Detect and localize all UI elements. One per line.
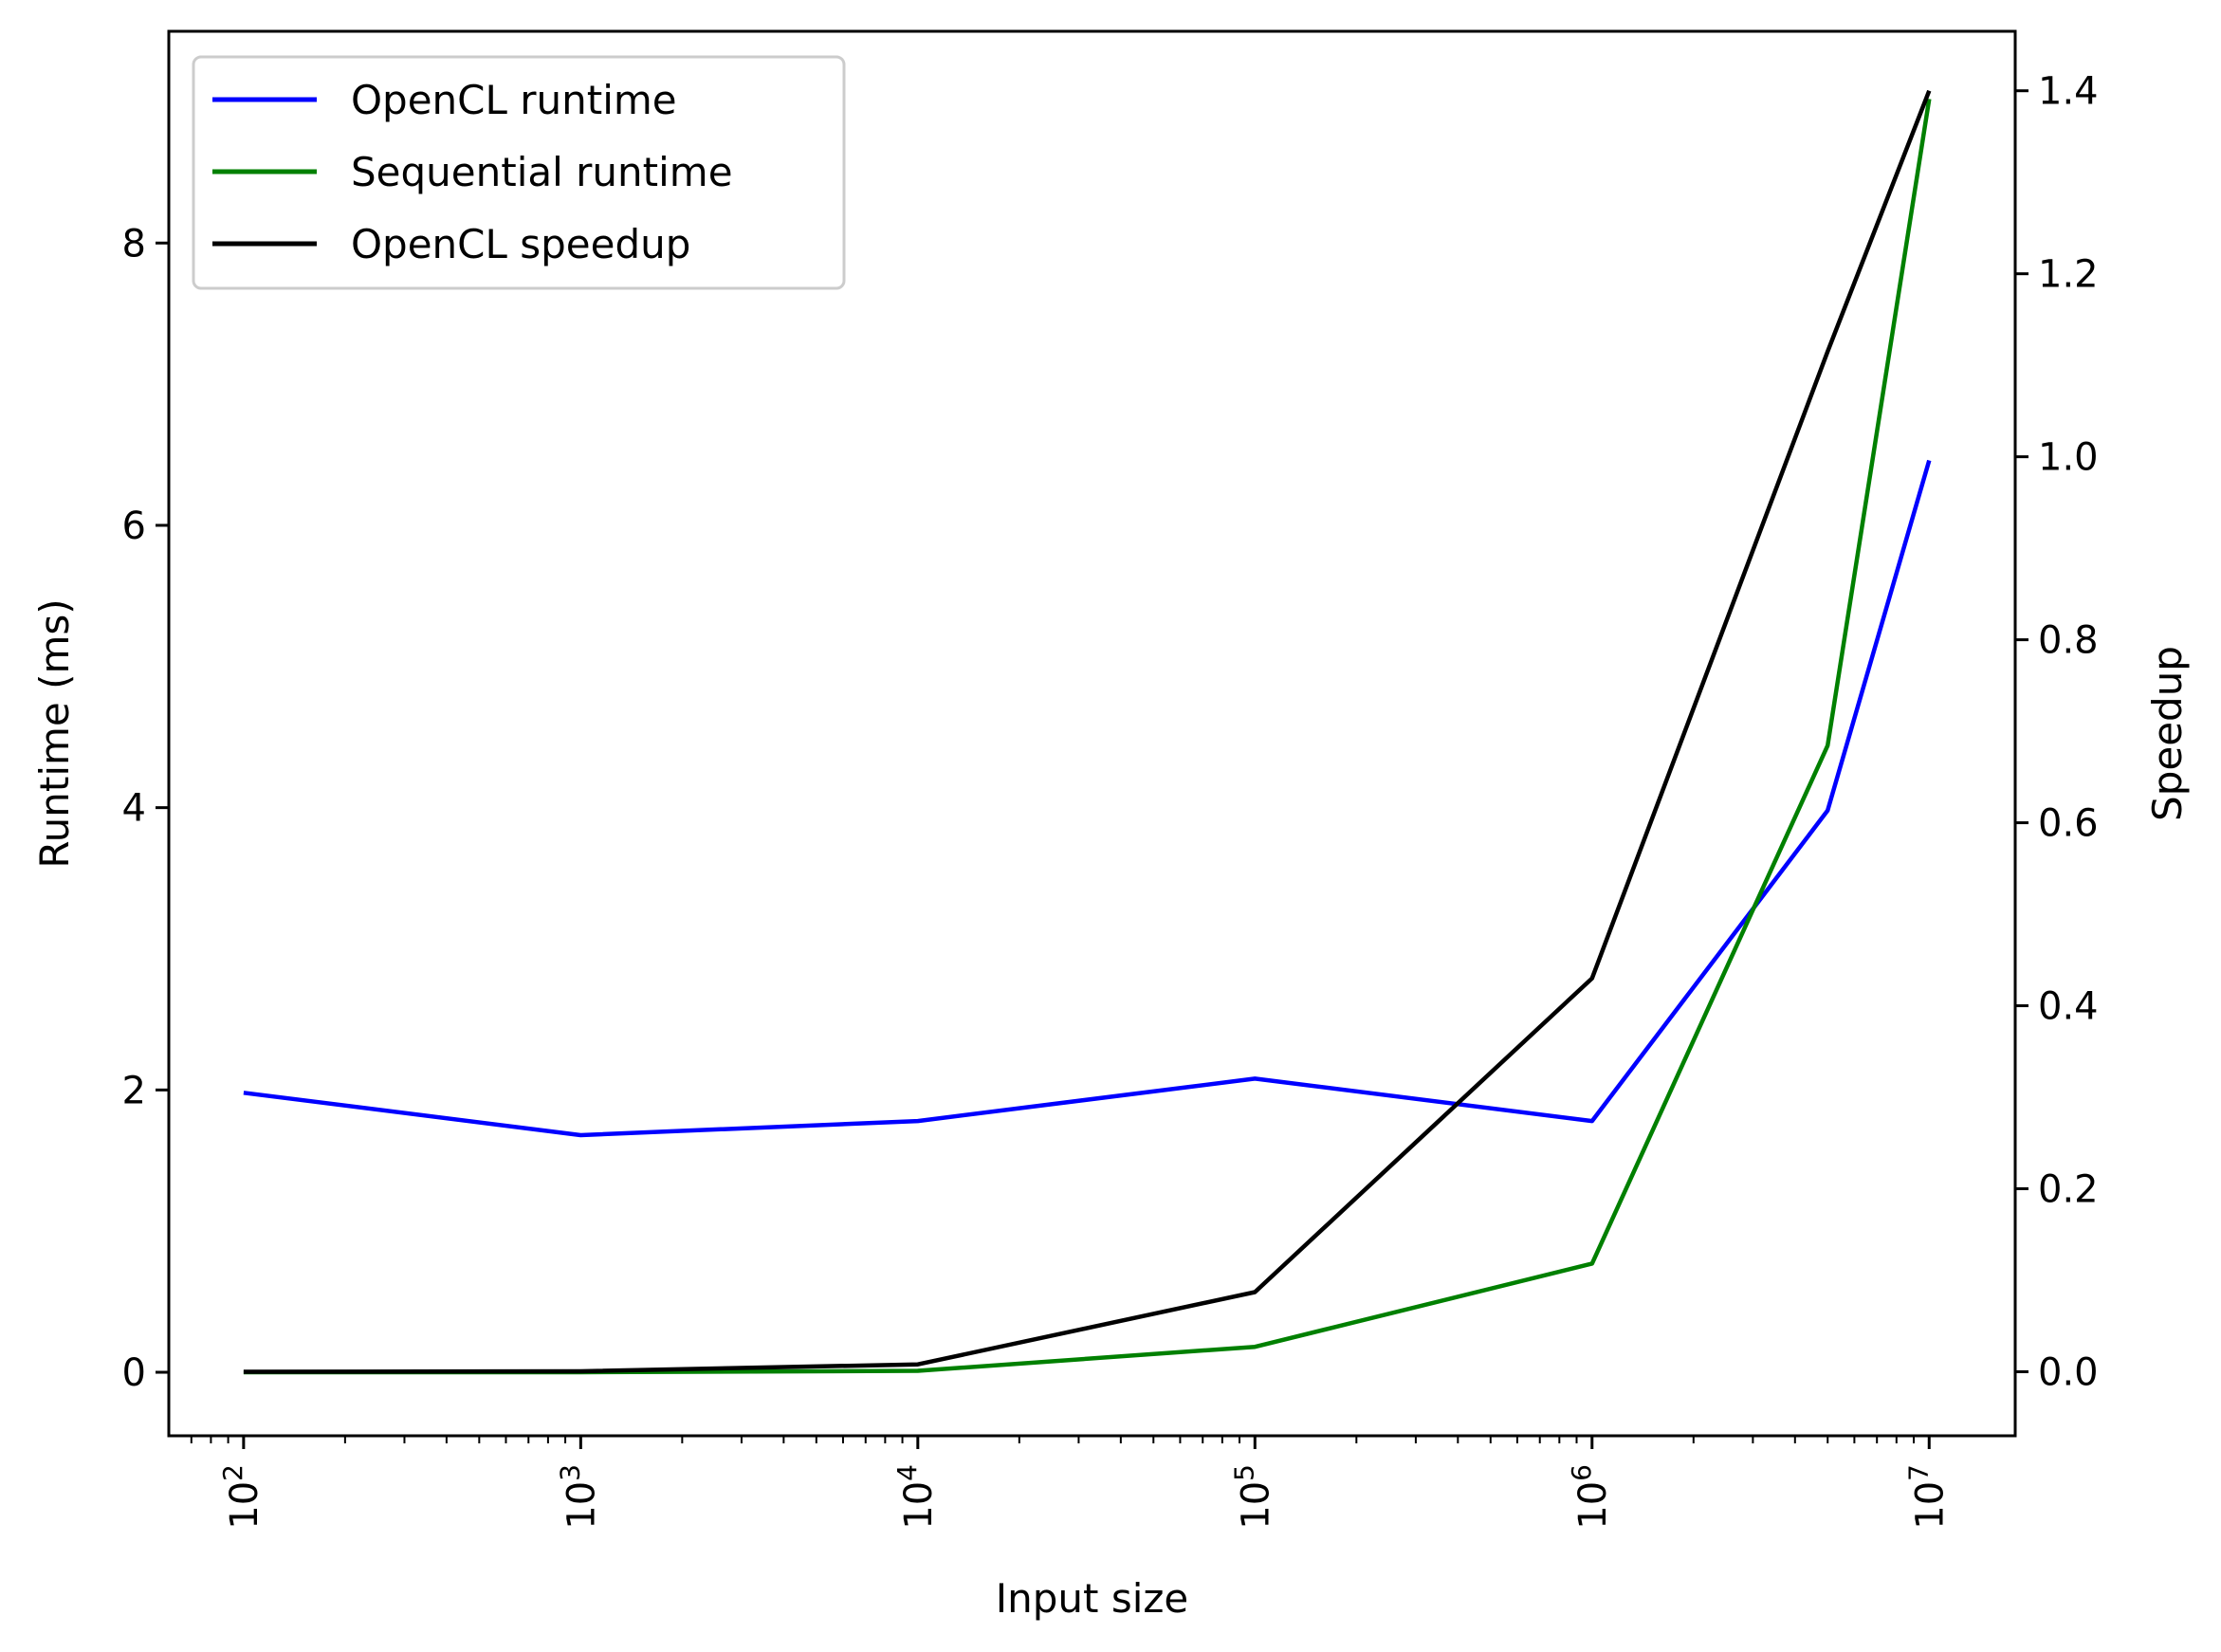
series-line-1 xyxy=(243,459,1932,1138)
y2-tick-label: 0.8 xyxy=(2038,619,2099,663)
y2-tick-label: 1.2 xyxy=(2038,253,2099,297)
legend-label: OpenCL speedup xyxy=(351,221,690,267)
y2-tick-label: 1.4 xyxy=(2038,70,2099,114)
y-tick-label: 6 xyxy=(122,505,146,548)
y-axis-right: 0.0 0.2 0.4 0.6 0.8 1.0 1.2 1.4 xyxy=(2015,70,2099,1394)
y-axis-left: 0 2 4 6 8 xyxy=(122,222,169,1395)
x-tick-label: 107 xyxy=(1902,1464,1952,1530)
y-tick-label: 8 xyxy=(122,222,146,266)
x-axis: 102 103 104 105 106 107 xyxy=(190,1436,1952,1530)
x-axis-title: Input size xyxy=(996,1575,1189,1622)
y-axis-title: Runtime (ms) xyxy=(31,598,78,868)
series-line-3 xyxy=(243,89,1932,1374)
series-line-2 xyxy=(243,99,1932,1375)
x-tick-label: 106 xyxy=(1566,1464,1615,1530)
x-tick-label: 103 xyxy=(554,1464,603,1530)
y-tick-label: 2 xyxy=(122,1069,146,1112)
legend-label: Sequential runtime xyxy=(351,149,733,195)
y2-tick-label: 0.6 xyxy=(2038,802,2099,846)
plot-frame xyxy=(167,29,2017,1438)
y-tick-label: 0 xyxy=(122,1351,146,1395)
y2-tick-label: 1.0 xyxy=(2038,436,2099,480)
y-tick-label: 4 xyxy=(122,787,146,831)
y2-tick-label: 0.4 xyxy=(2038,985,2099,1029)
y2-axis-title: Speedup xyxy=(2144,646,2191,821)
x-tick-label: 104 xyxy=(891,1464,941,1530)
y2-tick-label: 0.2 xyxy=(2038,1167,2099,1211)
y2-tick-label: 0.0 xyxy=(2038,1350,2099,1394)
x-tick-label: 102 xyxy=(217,1464,266,1530)
series-layer xyxy=(243,89,1932,1375)
legend-label: OpenCL runtime xyxy=(351,77,677,123)
x-tick-label: 105 xyxy=(1228,1464,1277,1530)
legend: OpenCL runtime Sequential runtime OpenCL s… xyxy=(192,55,846,290)
legend-box xyxy=(192,55,846,290)
